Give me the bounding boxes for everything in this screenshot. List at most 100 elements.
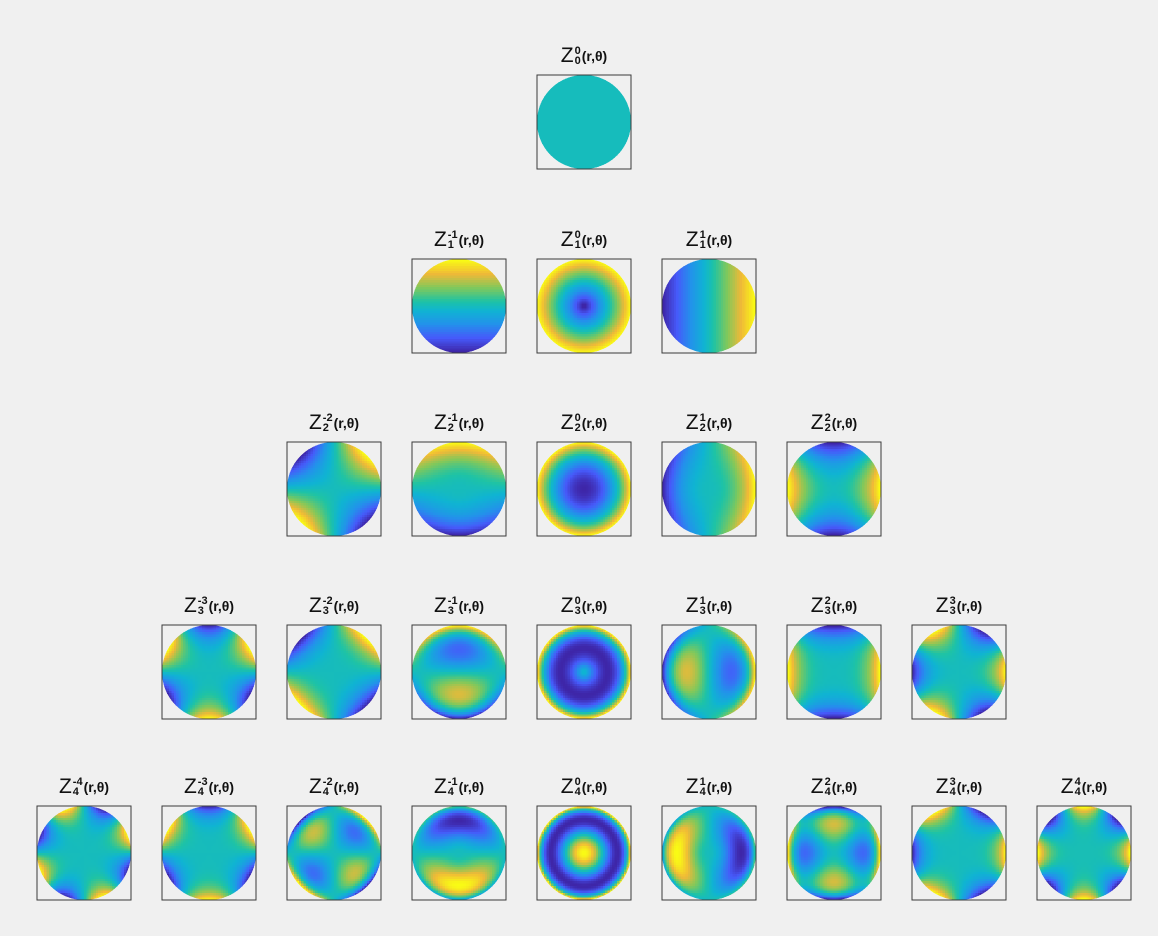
pixel bbox=[595, 273, 599, 277]
pixel bbox=[546, 308, 550, 312]
pixel bbox=[683, 266, 687, 269]
pixel bbox=[466, 322, 469, 326]
pixel bbox=[623, 91, 627, 95]
pixel bbox=[595, 98, 599, 102]
pixel bbox=[421, 329, 425, 333]
pixel bbox=[437, 291, 441, 295]
pixel bbox=[619, 96, 623, 100]
pixel bbox=[602, 89, 606, 93]
pixel bbox=[576, 320, 580, 324]
pixel bbox=[584, 273, 587, 277]
pixel bbox=[607, 105, 611, 109]
pixel bbox=[461, 320, 465, 324]
pixel bbox=[466, 327, 469, 331]
pixel bbox=[498, 277, 502, 281]
pixel bbox=[567, 308, 571, 312]
pixel bbox=[423, 320, 427, 324]
pixel bbox=[560, 114, 564, 118]
pixel bbox=[619, 79, 623, 83]
pixel bbox=[489, 322, 493, 326]
pixel bbox=[546, 277, 550, 281]
pixel bbox=[456, 320, 460, 324]
pixel bbox=[591, 159, 594, 163]
pixel bbox=[560, 298, 564, 302]
pixel bbox=[555, 126, 559, 130]
pixel bbox=[593, 338, 597, 342]
pixel bbox=[491, 324, 495, 328]
pixel bbox=[416, 268, 420, 272]
pixel bbox=[423, 343, 427, 347]
pixel bbox=[498, 341, 502, 345]
pixel bbox=[558, 329, 562, 333]
pixel bbox=[605, 261, 609, 265]
pixel bbox=[451, 348, 455, 352]
pixel bbox=[584, 266, 587, 269]
pixel bbox=[607, 343, 611, 347]
pixel bbox=[581, 124, 585, 128]
pixel bbox=[600, 331, 604, 335]
pixel bbox=[501, 289, 505, 293]
pixel bbox=[423, 317, 427, 321]
pixel bbox=[489, 348, 493, 352]
pixel bbox=[437, 282, 441, 286]
pixel bbox=[487, 266, 491, 269]
pixel bbox=[412, 315, 415, 319]
pixel bbox=[623, 324, 627, 328]
pixel bbox=[494, 306, 498, 309]
pixel bbox=[546, 327, 550, 331]
pixel bbox=[572, 143, 576, 147]
pixel bbox=[473, 315, 477, 319]
pixel bbox=[581, 270, 585, 274]
pixel bbox=[569, 145, 573, 149]
pixel bbox=[581, 294, 585, 298]
pixel bbox=[593, 145, 597, 149]
pixel bbox=[491, 275, 495, 279]
pixel bbox=[463, 289, 467, 293]
pixel bbox=[414, 306, 418, 309]
pixel bbox=[567, 105, 571, 109]
pixel bbox=[621, 107, 625, 111]
pixel bbox=[423, 327, 427, 331]
pixel bbox=[579, 86, 583, 90]
pixel bbox=[454, 313, 458, 316]
pixel bbox=[581, 164, 585, 168]
pixel bbox=[553, 298, 557, 302]
pixel bbox=[503, 296, 506, 300]
pixel bbox=[586, 77, 590, 81]
pixel bbox=[593, 270, 597, 274]
pixel bbox=[541, 126, 545, 130]
pixel bbox=[466, 343, 469, 347]
pixel bbox=[619, 161, 623, 165]
pixel bbox=[588, 126, 592, 130]
pixel bbox=[720, 263, 724, 267]
pixel bbox=[579, 154, 583, 158]
pixel bbox=[562, 334, 566, 338]
pixel bbox=[541, 138, 545, 142]
pixel bbox=[430, 261, 434, 265]
pixel bbox=[602, 96, 606, 100]
pixel bbox=[444, 341, 448, 345]
pixel bbox=[576, 327, 580, 331]
pixel bbox=[621, 294, 625, 298]
pixel bbox=[433, 284, 437, 288]
pixel bbox=[602, 291, 606, 295]
pixel bbox=[572, 157, 576, 161]
pixel bbox=[595, 126, 599, 130]
pixel bbox=[544, 138, 547, 142]
pixel bbox=[437, 273, 441, 277]
pixel bbox=[433, 348, 437, 352]
pixel bbox=[449, 308, 453, 312]
pixel bbox=[498, 284, 502, 288]
pixel bbox=[447, 282, 451, 286]
pixel bbox=[621, 268, 625, 272]
pixel bbox=[440, 275, 444, 279]
pixel bbox=[558, 91, 562, 95]
pixel bbox=[678, 263, 682, 267]
pixel bbox=[539, 82, 543, 85]
pixel bbox=[482, 310, 486, 314]
pixel bbox=[623, 140, 627, 144]
pixel bbox=[553, 84, 557, 88]
pixel bbox=[616, 317, 620, 321]
pixel bbox=[588, 131, 592, 135]
pixel bbox=[539, 124, 543, 128]
